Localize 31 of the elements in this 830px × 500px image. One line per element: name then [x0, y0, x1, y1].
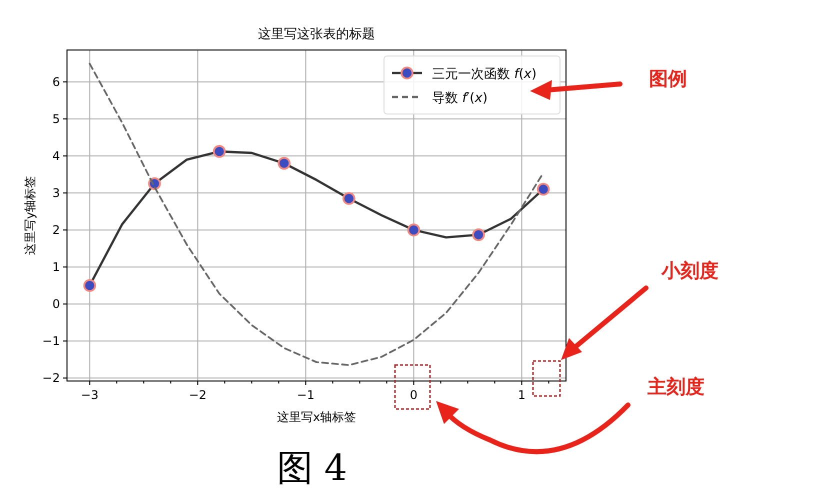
- x-tick-label: −3: [80, 388, 99, 402]
- x-tick-label: −2: [188, 388, 207, 402]
- x-tick-label: 0: [410, 388, 418, 402]
- text: 图例: [649, 68, 687, 90]
- y-tick-label: 3: [52, 186, 60, 200]
- point: [472, 228, 485, 242]
- point: [536, 182, 550, 196]
- caption: 图 4: [276, 448, 348, 489]
- point: [212, 145, 226, 158]
- y-tick-label: 0: [52, 296, 60, 311]
- y-axis-title: 这里写y轴标签: [23, 176, 37, 256]
- point: [278, 156, 290, 170]
- legend-label: 三元一次函数 f(x): [432, 67, 537, 82]
- y-tick-label: −2: [42, 371, 60, 386]
- legend-label: 导数 f′(x): [432, 91, 488, 106]
- point: [407, 224, 420, 236]
- chart-title: 这里写这张表的标题: [258, 27, 375, 42]
- x-tick-label: 1: [518, 388, 526, 402]
- y-tick-label: 6: [52, 74, 60, 89]
- y-tick-label: 5: [52, 112, 60, 126]
- point: [342, 192, 356, 205]
- y-tick-label: −1: [42, 334, 60, 348]
- y-tick-label: 2: [52, 222, 60, 237]
- x-tick-label: −1: [296, 388, 315, 402]
- point: [83, 279, 96, 292]
- text: 主刻度: [646, 376, 704, 398]
- y-tick-label: 1: [52, 260, 60, 274]
- line-series: [88, 62, 544, 366]
- x-axis-title: 这里写x轴标签: [276, 410, 356, 424]
- text: 小刻度: [660, 260, 718, 282]
- y-tick-label: 4: [52, 148, 60, 163]
